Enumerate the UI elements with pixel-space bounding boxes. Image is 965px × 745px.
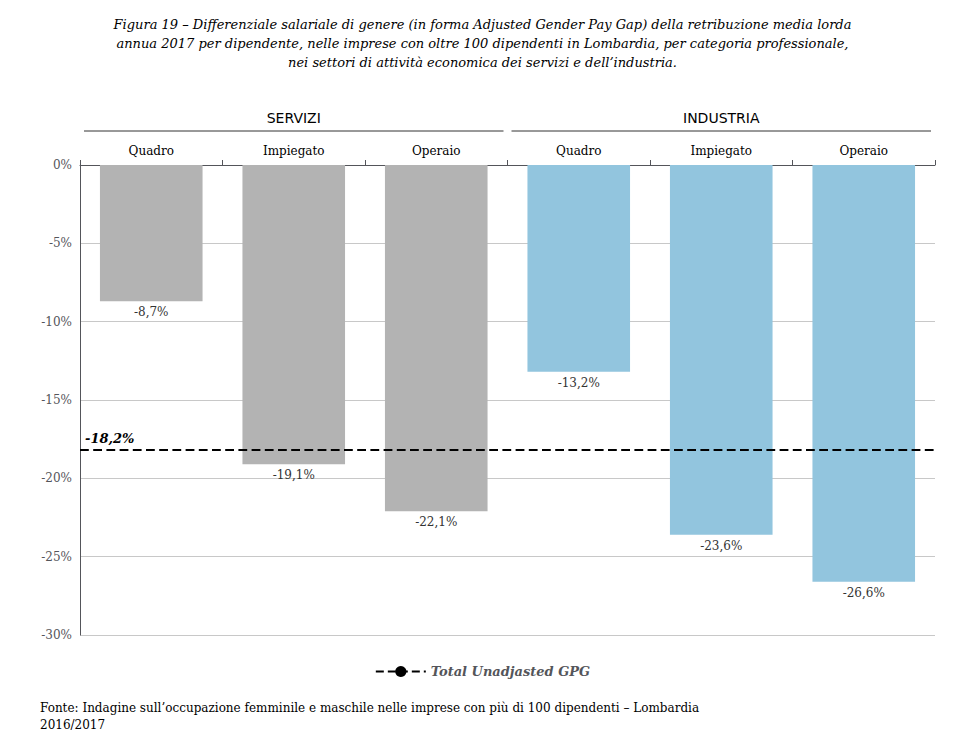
svg-text:-20%: -20% bbox=[41, 471, 72, 485]
svg-text:SERVIZI: SERVIZI bbox=[267, 110, 321, 126]
svg-text:-5%: -5% bbox=[49, 236, 72, 250]
svg-text:-25%: -25% bbox=[41, 550, 72, 564]
svg-text:-15%: -15% bbox=[41, 393, 72, 407]
svg-text:-26,6%: -26,6% bbox=[843, 586, 885, 600]
svg-text:-19,1%: -19,1% bbox=[273, 468, 315, 482]
svg-text:Fonte: Indagine sull’occupazio: Fonte: Indagine sull’occupazione femmini… bbox=[40, 701, 699, 715]
svg-text:2016/2017: 2016/2017 bbox=[40, 718, 105, 732]
svg-text:-10%: -10% bbox=[41, 315, 72, 329]
svg-text:-23,6%: -23,6% bbox=[700, 539, 742, 553]
svg-text:INDUSTRIA: INDUSTRIA bbox=[683, 110, 760, 126]
svg-text:annua 2017 per dipendente, nel: annua 2017 per dipendente, nelle imprese… bbox=[116, 36, 848, 51]
svg-text:Impiegato: Impiegato bbox=[690, 144, 752, 158]
svg-text:Total Unadjasted GPG: Total Unadjasted GPG bbox=[431, 664, 590, 679]
svg-text:-30%: -30% bbox=[41, 628, 72, 642]
svg-text:Operaio: Operaio bbox=[412, 144, 461, 158]
svg-text:-18,2%: -18,2% bbox=[85, 431, 134, 446]
svg-text:Quadro: Quadro bbox=[129, 144, 174, 158]
svg-text:-22,1%: -22,1% bbox=[415, 515, 457, 529]
svg-text:-8,7%: -8,7% bbox=[134, 305, 169, 319]
svg-text:Operaio: Operaio bbox=[839, 144, 888, 158]
svg-text:nei settori di attività econom: nei settori di attività economica dei se… bbox=[288, 55, 677, 70]
svg-text:Quadro: Quadro bbox=[556, 144, 601, 158]
svg-text:Figura 19 – Differenziale sala: Figura 19 – Differenziale salariale di g… bbox=[113, 17, 852, 32]
svg-text:-13,2%: -13,2% bbox=[558, 376, 600, 390]
svg-text:0%: 0% bbox=[53, 158, 72, 172]
svg-text:Impiegato: Impiegato bbox=[263, 144, 325, 158]
